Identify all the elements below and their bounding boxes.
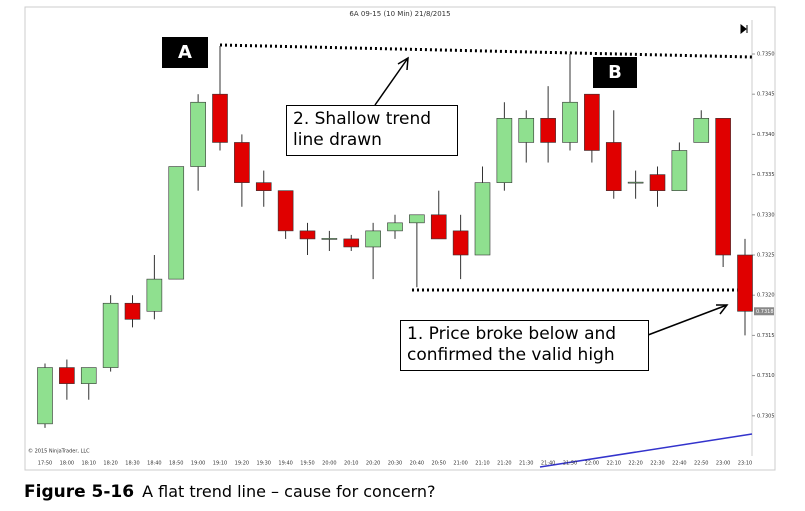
arrows [374, 56, 729, 336]
chart-title: 6A 09-15 (10 Min) 21/8/2015 [349, 10, 450, 18]
indicator-line [539, 433, 753, 468]
x-tick-label: 22:00 [585, 461, 599, 467]
x-tick-label: 20:30 [388, 461, 402, 467]
x-tick-label: 22:50 [694, 461, 708, 467]
candle-body [562, 101, 578, 143]
x-tick-label: 20:00 [322, 461, 336, 467]
candle-body [255, 182, 272, 191]
y-tick-label: 0.7350 [757, 52, 775, 58]
candle-body [168, 166, 185, 280]
caption: Figure 5-16 A flat trend line – cause for… [24, 482, 436, 502]
x-tick-label: 21:20 [497, 461, 511, 467]
x-tick-label: 19:50 [300, 461, 314, 467]
candle-body [387, 222, 403, 232]
y-tick-label: 0.7305 [757, 413, 775, 419]
x-tick-label: 22:30 [650, 461, 664, 467]
x-tick-label: 18:10 [82, 461, 96, 467]
chart-frame [24, 6, 776, 471]
x-tick-label: 18:50 [169, 461, 183, 467]
x-tick-label: 18:20 [103, 461, 117, 467]
candle-body [649, 174, 666, 191]
copyright: © 2015 NinjaTrader, LLC [28, 448, 90, 455]
x-tick-label: 23:00 [716, 461, 730, 467]
x-tick-label: 18:40 [147, 461, 161, 467]
candle-body [430, 214, 447, 240]
y-tick-label: 0.7325 [757, 253, 775, 259]
candle-body [80, 367, 97, 384]
x-tick-label: 20:10 [344, 461, 358, 467]
candle-body [365, 230, 381, 248]
x-tick-label: 22:40 [672, 461, 686, 467]
candle-body [321, 238, 338, 240]
candle-body [693, 118, 710, 143]
candle-body [299, 230, 316, 240]
y-tick-label: 0.7315 [757, 333, 775, 339]
x-tick-label: 20:40 [410, 461, 424, 467]
x-tick-label: 21:30 [519, 461, 533, 467]
y-tick-label: 0.7320 [757, 293, 775, 299]
last-price-marker [754, 307, 774, 316]
y-tick-label: 0.7345 [757, 92, 775, 98]
candle-body [518, 118, 535, 143]
x-tick-label: 19:10 [213, 461, 227, 467]
x-tick-label: 22:20 [628, 461, 642, 467]
x-tick-label: 20:20 [366, 461, 380, 467]
x-tick-label: 21:10 [475, 461, 489, 467]
x-tick-label: 21:50 [563, 461, 577, 467]
x-tick-label: 19:40 [278, 461, 292, 467]
candle-body [715, 118, 731, 256]
annotation: 1. Price broke below and confirmed the v… [400, 320, 649, 371]
caption-text: A flat trend line – cause for concern? [142, 482, 436, 501]
candle-body [277, 190, 294, 232]
x-tick-label: 23:10 [738, 461, 752, 467]
candle-body [671, 150, 688, 191]
annotation: 2. Shallow trend line drawn [286, 105, 458, 156]
candle-body [234, 142, 250, 183]
x-tick-label: 21:40 [541, 461, 555, 467]
y-tick-label: 0.7310 [757, 373, 775, 379]
chart: 6A 09-15 (10 Min) 21/8/2015 © 2015 Ninja… [24, 6, 776, 471]
candle-body [343, 238, 360, 248]
candle-body [605, 142, 622, 191]
last-price-label: 0.7318 [756, 309, 774, 315]
x-tick-label: 19:20 [235, 461, 249, 467]
label-b: B [593, 57, 637, 88]
x-tick-label: 21:00 [453, 461, 467, 467]
candle-body [37, 367, 53, 425]
x-tick-label: 18:30 [125, 461, 139, 467]
y-tick-label: 0.7330 [757, 212, 775, 218]
candle-body [737, 254, 753, 312]
caption-label: Figure 5-16 [24, 482, 135, 502]
x-tick-label: 20:50 [432, 461, 446, 467]
candle-body [474, 182, 491, 256]
candle-body [146, 278, 163, 312]
scroll-end-icon [740, 23, 748, 35]
candle-body [190, 101, 206, 167]
x-tick-label: 19:00 [191, 461, 205, 467]
y-tick-label: 0.7340 [757, 132, 775, 138]
x-tick-label: 18:00 [60, 461, 74, 467]
x-tick-label: 19:30 [257, 461, 271, 467]
x-tick-label: 22:10 [607, 461, 621, 467]
candle-body [102, 302, 119, 368]
candle-body [409, 214, 425, 224]
candle-body [496, 118, 513, 183]
x-tick-label: 17:50 [38, 461, 52, 467]
label-a: A [162, 37, 208, 68]
candle-body [540, 118, 556, 143]
candle-body [627, 181, 644, 184]
candle-body [212, 93, 228, 143]
trend-line [219, 43, 753, 59]
candle-body [452, 230, 469, 256]
candle-body [59, 367, 75, 384]
candle-body [584, 93, 600, 151]
candle-body [124, 302, 141, 320]
y-tick-label: 0.7335 [757, 172, 775, 178]
